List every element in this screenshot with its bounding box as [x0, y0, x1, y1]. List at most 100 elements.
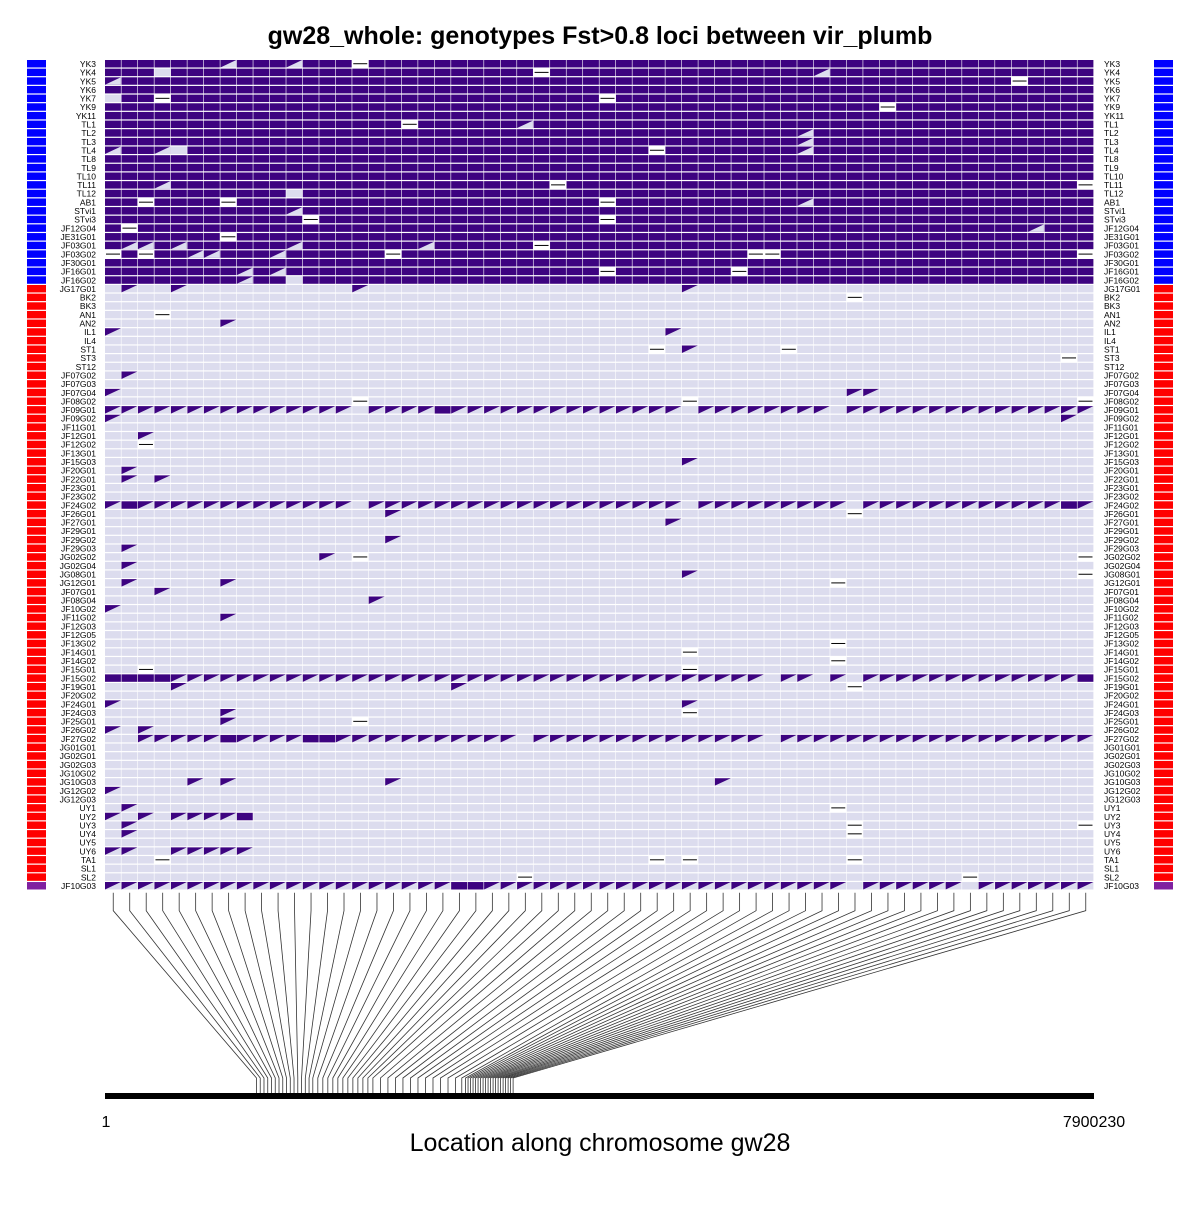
genotype-cell: [567, 545, 583, 552]
genotype-cell: [682, 640, 698, 647]
genotype-cell: [319, 121, 335, 128]
genotype-cell: [764, 700, 780, 707]
genotype-cell: [880, 190, 896, 197]
genotype-cell: [237, 562, 253, 569]
genotype-cell: [138, 224, 154, 231]
genotype-row-JF13G02: [105, 640, 1093, 647]
genotype-cell: [583, 285, 599, 292]
genotype-cell: [698, 69, 714, 76]
genotype-cell: [698, 657, 714, 664]
genotype-cell: [698, 164, 714, 171]
genotype-cell: [649, 562, 665, 569]
genotype-cell: [501, 77, 517, 84]
genotype-cell: [583, 475, 599, 482]
genotype-cell: [138, 129, 154, 136]
genotype-cell: [698, 112, 714, 119]
genotype-cell: [748, 294, 764, 301]
genotype-cell: [187, 198, 203, 205]
genotype-cell: [682, 389, 698, 396]
genotype-cell: [781, 233, 797, 240]
genotype-cell: [715, 648, 731, 655]
genotype-cell: [649, 458, 665, 465]
genotype-cell: [880, 155, 896, 162]
genotype-cell: [369, 250, 385, 257]
genotype-cell: [484, 268, 500, 275]
genotype-cell: [962, 475, 978, 482]
genotype-cell: [995, 337, 1011, 344]
genotype-cell: [286, 709, 302, 716]
genotype-cell: [105, 112, 121, 119]
genotype-cell: [121, 190, 137, 197]
genotype-cell: [1061, 69, 1077, 76]
genotype-cell: [1028, 666, 1044, 673]
genotype-cell: [913, 571, 929, 578]
genotype-cell: [797, 493, 813, 500]
genotype-cell: [600, 415, 616, 422]
genotype-cell: [402, 242, 418, 249]
genotype-cell: [863, 60, 879, 67]
genotype-cell: [929, 190, 945, 197]
genotype-cell: [435, 657, 451, 664]
genotype-cell: [286, 363, 302, 370]
genotype-cell: [979, 648, 995, 655]
genotype-cell: [600, 354, 616, 361]
genotype-cell: [665, 86, 681, 93]
genotype-cell: [1045, 346, 1061, 353]
genotype-cell: [154, 207, 170, 214]
genotype-cell: [715, 536, 731, 543]
genotype-cell: [138, 389, 154, 396]
genotype-cell: [204, 579, 220, 586]
genotype-cell: [929, 311, 945, 318]
genotype-cell: [665, 311, 681, 318]
genotype-cell: [616, 614, 632, 621]
genotype-cell: [369, 588, 385, 595]
genotype-cell: [1061, 380, 1077, 387]
genotype-cell: [369, 328, 385, 335]
genotype-cell: [105, 172, 121, 179]
genotype-cell: [567, 423, 583, 430]
genotype-cell: [451, 700, 467, 707]
genotype-cell: [204, 553, 220, 560]
genotype-cell: [814, 268, 830, 275]
genotype-cell: [369, 380, 385, 387]
genotype-cell: [484, 605, 500, 612]
genotype-cell: [979, 475, 995, 482]
genotype-cell: [187, 648, 203, 655]
genotype-cell: [121, 536, 137, 543]
genotype-cell: [665, 121, 681, 128]
genotype-cell: [1045, 181, 1061, 188]
genotype-cell: [649, 519, 665, 526]
genotype-cell: [929, 69, 945, 76]
genotype-cell: [567, 692, 583, 699]
genotype-cell: [303, 475, 319, 482]
genotype-cell: [781, 103, 797, 110]
genotype-cell: [567, 709, 583, 716]
genotype-cell: [995, 346, 1011, 353]
genotype-cell: [1012, 700, 1028, 707]
genotype-cell: [847, 60, 863, 67]
genotype-cell: [1078, 77, 1094, 84]
genotype-cell: [418, 683, 434, 690]
genotype-cell: [171, 571, 187, 578]
genotype-cell: [913, 579, 929, 586]
genotype-cell: [369, 640, 385, 647]
genotype-cell: [830, 147, 846, 154]
genotype-cell: [220, 692, 236, 699]
genotype-cell: [748, 320, 764, 327]
genotype-cell: [731, 86, 747, 93]
genotype-cell: [1028, 571, 1044, 578]
genotype-cell: [501, 415, 517, 422]
genotype-cell: [336, 337, 352, 344]
genotype-cell: [962, 112, 978, 119]
genotype-cell: [138, 164, 154, 171]
genotype-cell: [187, 726, 203, 733]
genotype-cell: [253, 77, 269, 84]
genotype-cell: [929, 155, 945, 162]
genotype-row-TL3: [105, 138, 1093, 145]
genotype-cell: [797, 631, 813, 638]
genotype-cell: [138, 493, 154, 500]
genotype-cell: [534, 302, 550, 309]
genotype-cell: [567, 380, 583, 387]
genotype-grid: [105, 60, 1093, 889]
genotype-cell: [237, 527, 253, 534]
